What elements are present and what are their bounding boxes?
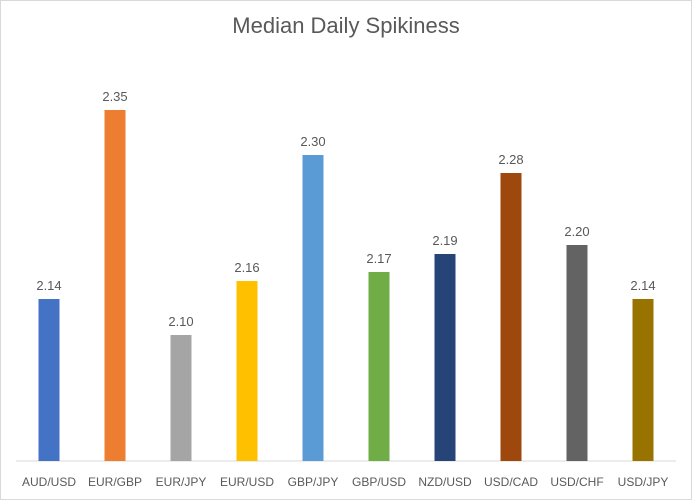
bar-usd-cad [500, 173, 522, 461]
data-label: 2.14 [630, 278, 655, 293]
bar-nzd-usd [434, 254, 456, 461]
data-label: 2.28 [498, 152, 523, 167]
x-tick-label: USD/CAD [484, 475, 538, 489]
bar-eur-jpy [170, 335, 192, 461]
x-tick-label: EUR/USD [220, 475, 274, 489]
x-tick-label: GBP/USD [352, 475, 406, 489]
x-tick-label: EUR/JPY [156, 475, 207, 489]
bar-gbp-usd [368, 272, 390, 461]
bar-aud-usd [38, 299, 60, 461]
x-tick-label: USD/JPY [618, 475, 669, 489]
bar-eur-usd [236, 281, 258, 461]
x-tick-label: NZD/USD [418, 475, 472, 489]
x-tick-label: GBP/JPY [288, 475, 339, 489]
bar-eur-gbp [104, 110, 126, 461]
data-label: 2.30 [300, 134, 325, 149]
chart-title: Median Daily Spikiness [232, 13, 460, 38]
x-tick-label: AUD/USD [22, 475, 76, 489]
data-label: 2.17 [366, 251, 391, 266]
x-tick-label: EUR/GBP [88, 475, 142, 489]
data-label: 2.20 [564, 224, 589, 239]
bar-gbp-jpy [302, 155, 324, 461]
data-label: 2.16 [234, 260, 259, 275]
data-label: 2.14 [36, 278, 61, 293]
data-label: 2.10 [168, 314, 193, 329]
bar-usd-jpy [632, 299, 654, 461]
x-tick-label: USD/CHF [550, 475, 603, 489]
data-label: 2.19 [432, 233, 457, 248]
data-label: 2.35 [102, 89, 127, 104]
bar-usd-chf [566, 245, 588, 461]
